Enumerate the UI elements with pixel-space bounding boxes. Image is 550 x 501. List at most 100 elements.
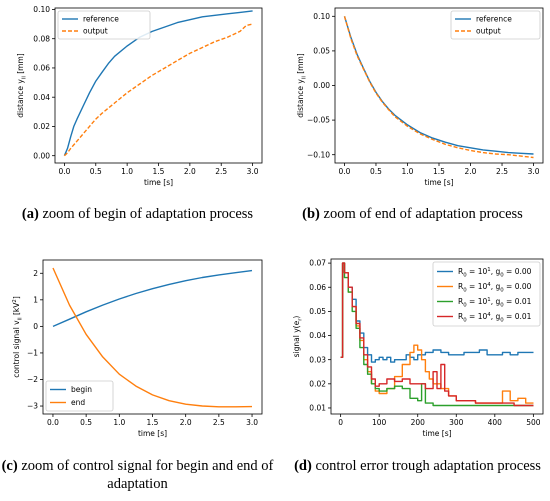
x-tick-label-c: 1.0 [113, 418, 125, 427]
legend-c: begin end [45, 380, 114, 412]
x-tick-label-d: 0 [338, 418, 343, 427]
x-tick-label-a: 1.0 [121, 167, 133, 176]
caption-a-text: zoom of begin of adaptation process [38, 206, 254, 222]
x-tick-label-a: 1.5 [153, 167, 165, 176]
y-tick-label-b: −0.05 [307, 116, 330, 125]
y-tick-label-c: −2 [27, 375, 38, 384]
legend-b: reference output [450, 10, 541, 40]
caption-b-text: zoom of end of adaptation process [319, 206, 523, 222]
legend-box-c [45, 380, 114, 412]
x-tick-label-a: 0.5 [90, 167, 102, 176]
x-tick-label-a: 2.0 [184, 167, 196, 176]
x-axis-label-d: time [s] [422, 429, 451, 438]
caption-b: (b) zoom of end of adaptation process [275, 205, 550, 223]
x-tick-label-d: 300 [449, 418, 464, 427]
y-tick-label-b: 0.05 [313, 47, 330, 56]
x-tick-label-b: 0.0 [338, 167, 350, 176]
legend-label-a-0: reference [83, 15, 119, 24]
legend-label-b-1: output [476, 27, 501, 36]
y-tick-label-c: −3 [27, 402, 38, 411]
x-axis-label-c: time [s] [138, 429, 167, 438]
x-tick-label-c: 2.0 [180, 418, 192, 427]
legend-label-d-1: R0 = 104, g0 = 0.00 [458, 282, 532, 293]
y-axis-label-d: signal y(er) [292, 316, 303, 358]
x-tick-label-d: 500 [526, 418, 541, 427]
y-tick-label-a: 0.02 [33, 122, 50, 131]
y-tick-label-d: 0.02 [309, 379, 326, 388]
y-tick-label-d: 0.06 [309, 283, 326, 292]
legend-label-d-0: R0 = 101, g0 = 0.00 [458, 267, 532, 278]
series-line-a-1 [63, 23, 253, 157]
y-tick-label-d: 0.05 [309, 307, 326, 316]
chart-c: 0.0 0.5 1.0 1.5 2.0 2.5 3.0 −3 −2 −1 0 1 2 time [s] co… [12, 259, 263, 438]
x-tick-label-b: 1.0 [402, 167, 414, 176]
y-tick-label-a: 0.06 [33, 64, 50, 73]
plot-frame-d [330, 258, 544, 415]
y-tick-label-a: 0.04 [33, 93, 50, 102]
caption-a-tag: (a) [21, 206, 39, 222]
legend-a: reference output [57, 10, 151, 40]
x-tick-label-c: 1.5 [147, 418, 159, 427]
y-tick-label-c: 2 [33, 269, 38, 278]
caption-d-text: control error trough adaptation process [311, 458, 541, 474]
x-tick-label-d: 400 [488, 418, 503, 427]
y-tick-label-d: 0.03 [309, 355, 326, 364]
y-tick-label-b: 0.10 [313, 12, 330, 21]
legend-label-a-1: output [83, 27, 108, 36]
chart-b: 0.0 0.5 1.0 1.5 2.0 2.5 3.0 −0.10 −0.05 0.00 0.05 0… [296, 7, 544, 187]
y-tick-label-c: 0 [33, 322, 38, 331]
x-tick-label-b: 3.0 [528, 167, 540, 176]
caption-c: (c) zoom of control signal for begin and… [0, 457, 275, 493]
y-axis-label-c: control signal vll [kV2] [12, 296, 23, 378]
y-tick-label-d: 0.04 [309, 331, 326, 340]
y-tick-label-a: 0.08 [33, 34, 50, 43]
y-tick-label-c: −1 [27, 349, 38, 358]
chart-a: 0.0 0.5 1.0 1.5 2.0 2.5 3.0 0.00 0.02 0.04 0.06 0.0… [16, 5, 263, 187]
x-tick-label-b: 2.5 [496, 167, 508, 176]
x-tick-label-c: 0.5 [80, 418, 92, 427]
y-tick-label-b: −0.10 [307, 150, 330, 159]
x-axis-label-a: time [s] [144, 178, 173, 187]
y-axis-label-a: distance yll [mm] [16, 53, 27, 118]
caption-c-text: zoom of control signal for begin and end… [17, 458, 274, 492]
caption-d: (d) control error trough adaptation proc… [285, 457, 550, 475]
legend-label-d-2: R0 = 101, g0 = 0.01 [458, 297, 532, 308]
series-line-d-0 [340, 262, 535, 363]
x-tick-label-b: 1.5 [433, 167, 445, 176]
x-tick-label-b: 2.0 [465, 167, 477, 176]
caption-d-tag: (d) [294, 458, 312, 474]
y-axis-label-b: distance yll [mm] [296, 53, 307, 118]
series-line-c-1 [52, 267, 253, 408]
legend-box-d [432, 261, 541, 327]
y-tick-label-b: 0.00 [313, 81, 330, 90]
legend-box-b [450, 10, 541, 40]
legend-label-c-0: begin [71, 385, 92, 394]
legend-d: R0 = 101, g0 = 0.00 R0 = 104, g0 = 0.00 R0… [432, 261, 541, 327]
series-line-d-3 [340, 262, 535, 407]
y-tick-label-a: 0.10 [33, 5, 50, 14]
chart-d: 0 100 200 300 400 500 0.01 0.02 0.03 0.04 0.05 0.06… [292, 258, 544, 438]
x-tick-label-c: 0.0 [47, 418, 59, 427]
x-tick-label-a: 0.0 [58, 167, 70, 176]
y-tick-label-d: 0.01 [309, 404, 326, 413]
x-tick-label-d: 100 [372, 418, 387, 427]
x-tick-label-c: 2.5 [213, 418, 225, 427]
caption-c-tag: (c) [1, 458, 18, 474]
x-tick-label-a: 2.5 [215, 167, 227, 176]
x-tick-label-b: 0.5 [370, 167, 382, 176]
y-tick-label-c: 1 [33, 295, 38, 304]
y-tick-label-d: 0.07 [309, 259, 326, 268]
x-axis-label-b: time [s] [424, 178, 453, 187]
legend-box-a [57, 10, 151, 40]
x-tick-label-d: 200 [411, 418, 426, 427]
legend-label-b-0: reference [476, 15, 512, 24]
caption-b-tag: (b) [302, 206, 320, 222]
series-line-c-0 [52, 269, 253, 328]
x-tick-label-a: 3.0 [247, 167, 259, 176]
caption-a: (a) zoom of begin of adaptation process [0, 205, 275, 223]
y-tick-label-a: 0.00 [33, 151, 50, 160]
series-line-a-0 [63, 10, 253, 156]
legend-label-d-3: R0 = 104, g0 = 0.01 [458, 312, 532, 323]
legend-label-c-1: end [71, 398, 85, 407]
